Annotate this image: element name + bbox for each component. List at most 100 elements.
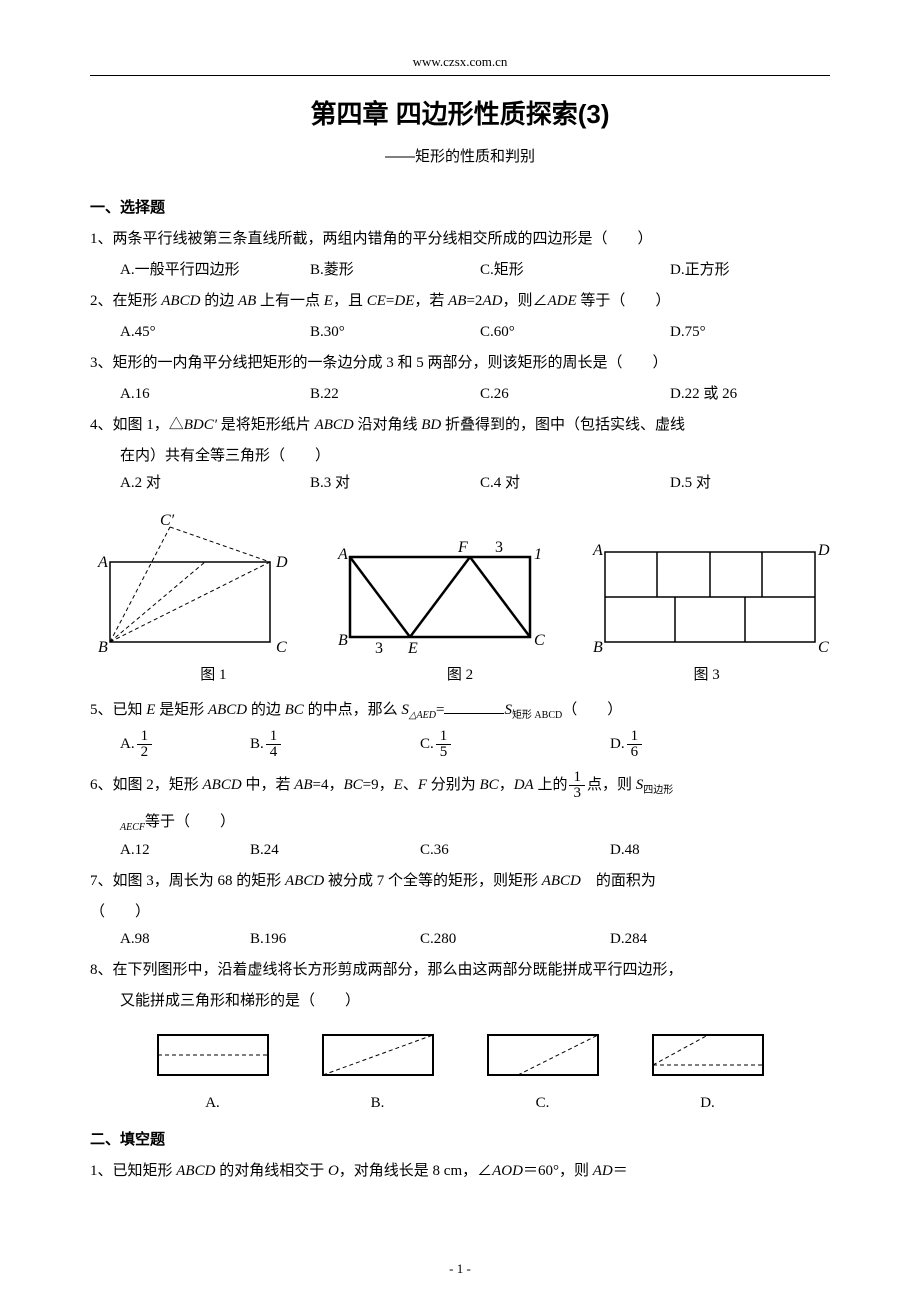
q5-s2: S <box>504 702 512 718</box>
q1-opt-d: D.正方形 <box>670 257 830 284</box>
q7-opt-c: C.280 <box>420 926 610 953</box>
q8-d-lab: D. <box>648 1090 768 1117</box>
q2-ce: CE <box>367 293 386 309</box>
section-2-heading: 二、填空题 <box>90 1127 830 1154</box>
figure-captions: 图 1 图 2 图 3 <box>90 662 830 689</box>
q6-fd: 3 <box>569 786 585 801</box>
q2-t4: ，且 <box>333 293 367 309</box>
q2-ade: ADE <box>547 293 576 309</box>
fig3-b: B <box>593 639 603 656</box>
q2-t2: 的边 <box>200 293 238 309</box>
q21-t5: ＝ <box>613 1163 628 1179</box>
q2-ab: AB <box>238 293 256 309</box>
q5-t5: （ ） <box>562 702 622 718</box>
q5-t2: 是矩形 <box>155 702 208 718</box>
q7-t3: 的面积为 <box>581 873 656 889</box>
q4-t1: 4、如图 1，△ <box>90 417 184 433</box>
q6-t5: 点，则 <box>587 777 636 793</box>
q5-s1: S <box>401 702 409 718</box>
q6-comma: ， <box>499 777 514 793</box>
q5-opt-c-lab: C. <box>420 736 434 752</box>
figure-1: C′ A D B C <box>90 507 290 657</box>
q21-o: O <box>328 1163 339 1179</box>
q6-da: DA <box>514 777 534 793</box>
q5-t3: 的边 <box>247 702 285 718</box>
fig3-a: A <box>592 542 603 559</box>
q6-line2: AECF等于（ ） <box>120 809 830 837</box>
q6-t1: 6、如图 2，矩形 <box>90 777 203 793</box>
q6-sub: 四边形 <box>643 785 673 796</box>
q5-t1: 5、已知 <box>90 702 146 718</box>
q4-abcd: ABCD <box>315 417 354 433</box>
q8-fig-b: B. <box>318 1030 438 1117</box>
q5-opt-a-lab: A. <box>120 736 135 752</box>
q3-opt-a: A.16 <box>120 381 310 408</box>
q6-opt-b: B.24 <box>250 837 420 864</box>
q5-dd: 6 <box>627 745 643 760</box>
q7-t1: 7、如图 3，周长为 68 的矩形 <box>90 873 285 889</box>
q5-abcd: ABCD <box>208 702 247 718</box>
q1-opt-c: C.矩形 <box>480 257 670 284</box>
question-2: 2、在矩形 ABCD 的边 AB 上有一点 E，且 CE=DE，若 AB=2AD… <box>90 288 830 315</box>
q3-opt-b: B.22 <box>310 381 480 408</box>
q7-abcd: ABCD <box>285 873 324 889</box>
page-title: 第四章 四边形性质探索(3) <box>90 91 830 138</box>
q2-opt-c: C.60° <box>480 319 670 346</box>
q5-bn: 1 <box>266 729 282 745</box>
fig1-caption: 图 1 <box>90 662 337 689</box>
q8-line2: 又能拼成三角形和梯形的是（ ） <box>120 988 830 1015</box>
q6-fn: 1 <box>569 770 585 786</box>
q7-opt-b: B.196 <box>250 926 420 953</box>
q6-opt-d: D.48 <box>610 837 640 864</box>
q5-an: 1 <box>137 729 153 745</box>
q6-bc: BC <box>344 777 363 793</box>
q6-l2e: 等于（ ） <box>145 814 235 830</box>
question-1: 1、两条平行线被第三条直线所截，两组内错角的平分线相交所成的四边形是（ ） <box>90 226 830 253</box>
page-number: - 1 - <box>0 1257 920 1280</box>
question-3: 3、矩形的一内角平分线把矩形的一条边分成 3 和 5 两部分，则该矩形的周长是（… <box>90 350 830 377</box>
q1-text: 1、两条平行线被第三条直线所截，两组内错角的平分线相交所成的四边形是（ ） <box>90 231 653 247</box>
q5-t4: 的中点，那么 <box>304 702 402 718</box>
q6-v2: =9， <box>363 777 394 793</box>
q7-line2: （ ） <box>90 899 830 926</box>
fig2-n1: 3 <box>495 539 503 556</box>
q4-bd: BD <box>421 417 441 433</box>
fig2-n2: 3 <box>375 640 383 657</box>
q8-c-lab: C. <box>483 1090 603 1117</box>
q2-options: A.45° B.30° C.60° D.75° <box>120 319 830 346</box>
q6-v1: =4， <box>313 777 344 793</box>
question-6: 6、如图 2，矩形 ABCD 中，若 AB=4，BC=9，E、F 分别为 BC，… <box>90 770 830 801</box>
q4-options: A.2 对 B.3 对 C.4 对 D.5 对 <box>120 470 830 497</box>
q8-figures: A. B. C. D. <box>130 1030 790 1117</box>
fig2-e: E <box>407 640 418 657</box>
q2-t5: ，若 <box>414 293 448 309</box>
fig1-cp: C′ <box>160 512 175 529</box>
q3-opt-c: C.26 <box>480 381 670 408</box>
q2-e: E <box>324 293 333 309</box>
q5-blank <box>444 698 504 714</box>
q4-bdc: BDC′ <box>184 417 217 433</box>
fig2-b: B <box>338 632 348 649</box>
q2-opt-a: A.45° <box>120 319 310 346</box>
q4-opt-b: B.3 对 <box>310 470 480 497</box>
page-subtitle: ——矩形的性质和判别 <box>90 143 830 170</box>
q3-options: A.16 B.22 C.26 D.22 或 26 <box>120 381 830 408</box>
q2-t1: 2、在矩形 <box>90 293 161 309</box>
q8-fig-a: A. <box>153 1030 273 1117</box>
q6-aecf: AECF <box>120 822 145 833</box>
q8-fig-c: C. <box>483 1030 603 1117</box>
q21-t2: 的对角线相交于 <box>215 1163 328 1179</box>
q5-cn: 1 <box>436 729 452 745</box>
question-8: 8、在下列图形中，沿着虚线将长方形剪成两部分，那么由这两部分既能拼成平行四边形， <box>90 957 830 984</box>
fig3-c: C <box>818 639 829 656</box>
q21-t4: ＝60°，则 <box>523 1163 593 1179</box>
q21-t3: ，对角线长是 8 cm，∠ <box>339 1163 492 1179</box>
q2-ab2: AB <box>448 293 466 309</box>
q5-options: A.12 B.14 C.15 D.16 <box>120 729 830 760</box>
q21-ad: AD <box>593 1163 613 1179</box>
q5-sub2: 矩形 ABCD <box>512 710 562 721</box>
q7-options: A.98 B.196 C.280 D.284 <box>120 926 830 953</box>
question-5: 5、已知 E 是矩形 ABCD 的边 BC 的中点，那么 S△AED=S矩形 A… <box>90 697 830 725</box>
q5-ad: 2 <box>137 745 153 760</box>
q5-aed: △AED <box>409 710 436 721</box>
